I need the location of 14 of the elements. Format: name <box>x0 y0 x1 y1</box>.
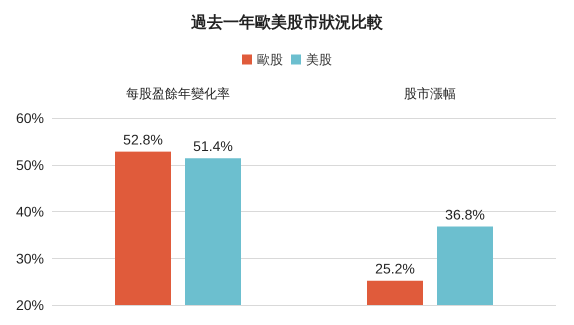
legend-label: 歐股 <box>257 52 283 67</box>
x-tick-label: 每股盈餘年變化率 <box>126 86 230 101</box>
y-tick-label: 60% <box>16 110 44 126</box>
data-label: 36.8% <box>445 206 485 222</box>
y-tick-label: 40% <box>16 204 44 220</box>
data-label: 51.4% <box>193 138 233 154</box>
legend-label: 美股 <box>306 52 332 67</box>
y-tick-label: 30% <box>16 250 44 266</box>
chart-title: 過去一年歐美股市狀況比較 <box>190 12 384 32</box>
y-tick-label: 50% <box>16 156 44 173</box>
x-tick-label: 股市漲幅 <box>404 86 456 101</box>
y-tick-label: 20% <box>16 297 44 313</box>
data-label: 25.2% <box>375 260 415 277</box>
data-label: 52.8% <box>123 132 163 148</box>
